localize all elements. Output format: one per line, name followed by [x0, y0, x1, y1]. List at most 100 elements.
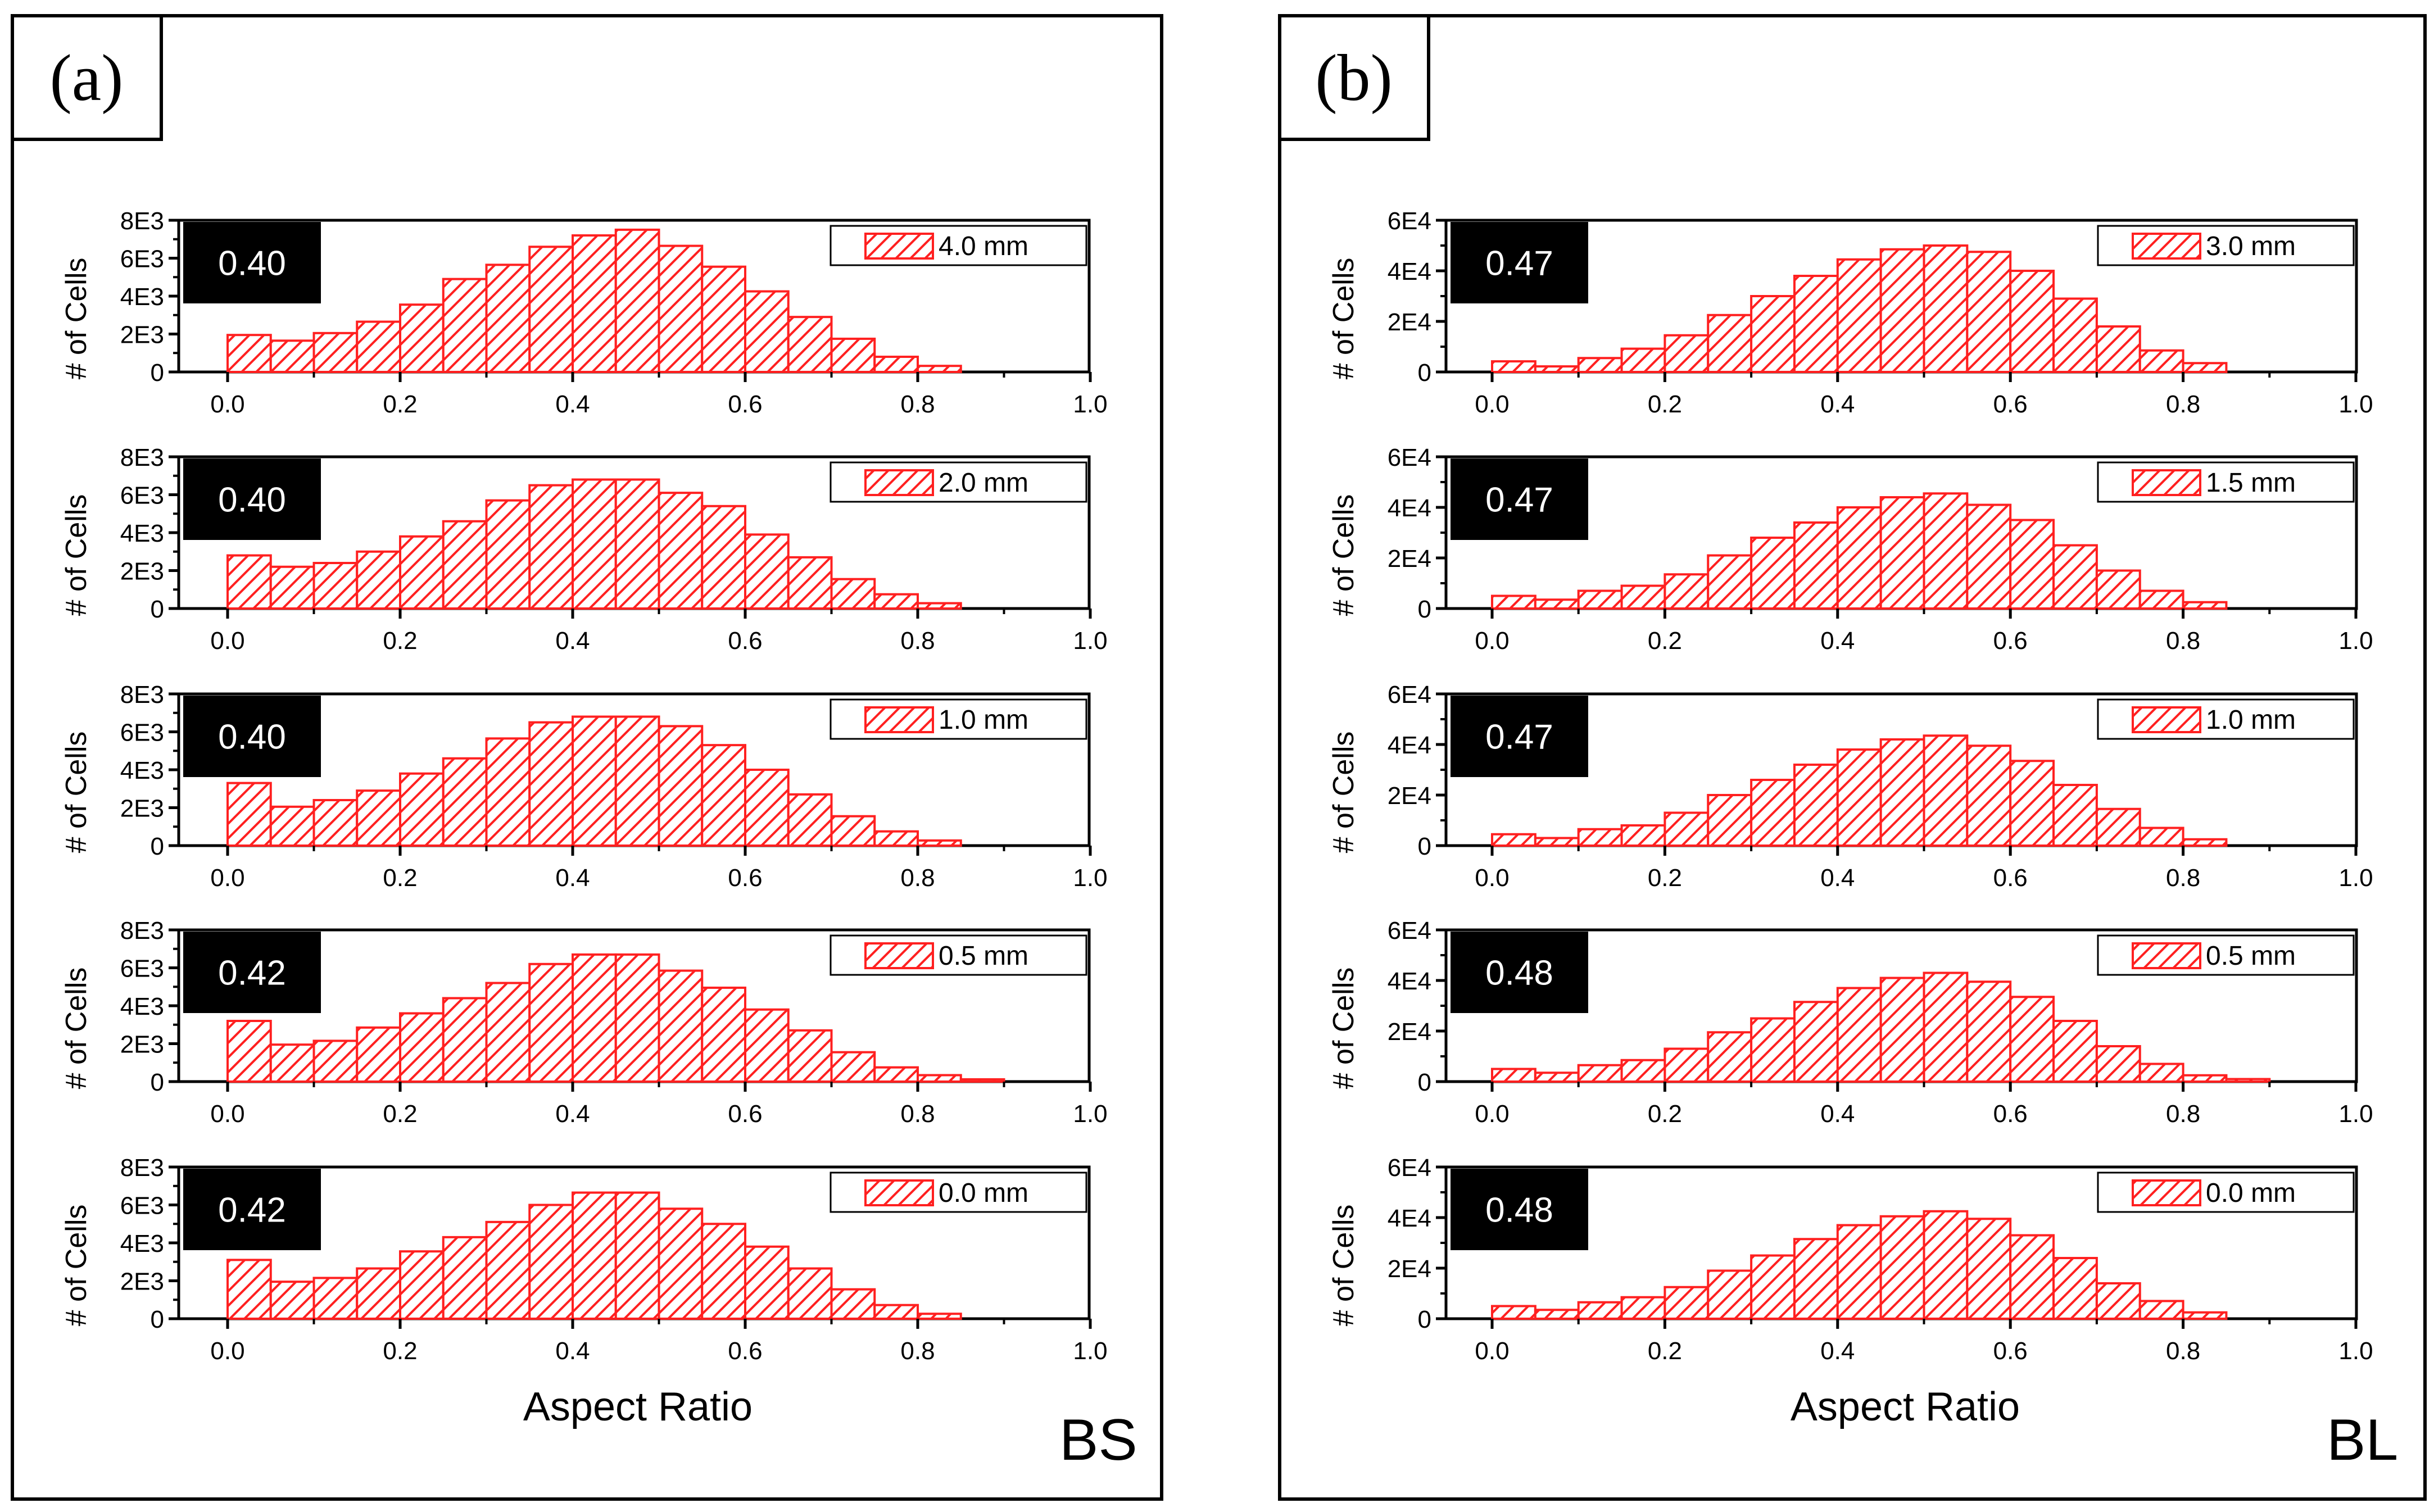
legend-swatch	[864, 942, 934, 969]
histogram-bar	[442, 757, 488, 847]
y-tick-label: 8E3	[120, 1154, 164, 1182]
histogram-bar	[312, 799, 359, 847]
y-axis-title: # of Cells	[60, 1205, 93, 1327]
x-tick-label: 0.8	[900, 627, 935, 655]
histogram-bar	[356, 789, 401, 847]
histogram-bar	[572, 234, 617, 373]
histogram-bar	[1966, 503, 2012, 610]
y-tick-label: 2E3	[120, 1268, 164, 1296]
histogram-bar	[2095, 1282, 2141, 1320]
histogram-a-1: 0 2E3 4E3 6E3 8E3 0.0 0.2 0.4 0.6 0.8 1.0 # of Cell…	[60, 207, 1108, 418]
histogram-bar	[1664, 334, 1710, 373]
histogram-bar	[1534, 598, 1580, 610]
histogram-bar	[1534, 1309, 1580, 1320]
x-tick-label: 0.4	[555, 864, 590, 892]
y-tick-label: 4E3	[120, 993, 164, 1020]
histogram-bar	[1664, 811, 1710, 847]
legend-swatch	[864, 1179, 934, 1206]
histogram-bar	[658, 725, 704, 847]
histogram-bar	[2052, 297, 2098, 373]
histogram-a-3: 0 2E3 4E3 6E3 8E3 0.0 0.2 0.4 0.6 0.8 1.0 # of Cell…	[60, 681, 1108, 892]
histogram-bar	[2052, 784, 2098, 847]
x-tick-label: 0.0	[1475, 1100, 1509, 1128]
x-tick-label: 0.2	[1648, 391, 1682, 418]
y-tick-label: 8E3	[120, 681, 164, 709]
badge-box	[1451, 222, 1588, 303]
x-tick-label: 0.4	[555, 1337, 590, 1365]
badge-box	[1451, 458, 1588, 540]
histogram-bar	[1793, 1001, 1839, 1083]
x-tick-label: 0.4	[555, 627, 590, 655]
histogram-bar	[1966, 744, 2012, 847]
y-axis-title: # of Cells	[1327, 258, 1360, 380]
x-tick-label: 0.2	[383, 391, 417, 418]
histogram-bar	[312, 1039, 359, 1083]
histogram-bar	[572, 715, 617, 847]
histogram-bar	[1836, 506, 1882, 610]
histogram-bar	[442, 997, 488, 1083]
badge-box	[1451, 1169, 1588, 1250]
x-tick-label: 0.0	[1475, 391, 1509, 418]
x-tick-label: 1.0	[2338, 864, 2373, 892]
y-tick-label: 2E3	[120, 1031, 164, 1059]
histogram-bar	[787, 1029, 833, 1083]
histogram-bar	[830, 337, 876, 373]
histogram-bar	[787, 1267, 833, 1320]
x-tick-label: 0.8	[900, 1100, 935, 1128]
histogram-bar	[1491, 594, 1536, 610]
y-tick-label: 0	[1418, 359, 1431, 387]
histogram-bar	[873, 1066, 919, 1083]
y-tick-label: 6E4	[1388, 444, 1431, 471]
legend-swatch	[2132, 233, 2201, 260]
histogram-bar	[2225, 1078, 2271, 1083]
histogram-bar	[701, 986, 746, 1083]
x-tick-label: 0.0	[1475, 1337, 1509, 1365]
histogram-bar	[2182, 1074, 2228, 1083]
histogram-bar	[2009, 996, 2055, 1083]
panel-b-label-box	[1278, 14, 1430, 141]
y-tick-label: 2E3	[120, 321, 164, 349]
histogram-bar	[2009, 519, 2055, 610]
badge-value: 0.47	[1485, 244, 1553, 283]
histogram-bar	[701, 265, 746, 373]
y-tick-label: 6E3	[120, 246, 164, 273]
histogram-bar	[2095, 807, 2141, 847]
y-tick-label: 4E4	[1388, 1205, 1431, 1232]
x-tick-label: 0.8	[900, 864, 935, 892]
histogram-bar	[1577, 589, 1623, 610]
legend-label: 0.0 mm	[2206, 1178, 2296, 1208]
badge-box	[183, 222, 321, 303]
histogram-bar	[830, 815, 876, 847]
x-tick-label: 0.8	[2166, 864, 2200, 892]
histogram-bar	[2095, 325, 2141, 373]
histogram-bar	[399, 303, 445, 373]
histogram-bar	[269, 565, 315, 610]
histogram-bar	[1750, 1017, 1796, 1083]
histogram-bar	[1620, 1296, 1666, 1320]
histogram-bar	[744, 533, 790, 610]
x-tick-label: 0.6	[1993, 391, 2028, 418]
y-tick-label: 0	[1418, 596, 1431, 623]
histogram-bar	[744, 1245, 790, 1320]
badge-box	[183, 696, 321, 777]
panel-a-frame	[11, 14, 1163, 1501]
x-tick-label: 1.0	[1073, 1337, 1107, 1365]
histogram-bar	[1836, 1224, 1882, 1320]
histogram-bar	[744, 769, 790, 847]
x-tick-label: 0.4	[1820, 391, 1855, 418]
x-tick-label: 0.4	[555, 1100, 590, 1128]
y-tick-label: 4E3	[120, 1230, 164, 1257]
legend-swatch	[864, 233, 934, 260]
y-axis-title: # of Cells	[1327, 968, 1360, 1089]
x-tick-label: 0.2	[1648, 1337, 1682, 1365]
x-tick-label: 0.6	[1993, 1337, 2028, 1365]
x-tick-label: 1.0	[1073, 391, 1107, 418]
badge-value: 0.40	[218, 718, 286, 757]
panel-a-xlabel: Aspect Ratio	[523, 1384, 753, 1429]
histogram-bar	[226, 1020, 272, 1083]
y-tick-label: 6E4	[1388, 207, 1431, 235]
histogram-bar	[1620, 347, 1666, 373]
histogram-bar	[1879, 738, 1925, 847]
histogram-bar	[614, 715, 660, 847]
histogram-bar	[269, 805, 315, 847]
